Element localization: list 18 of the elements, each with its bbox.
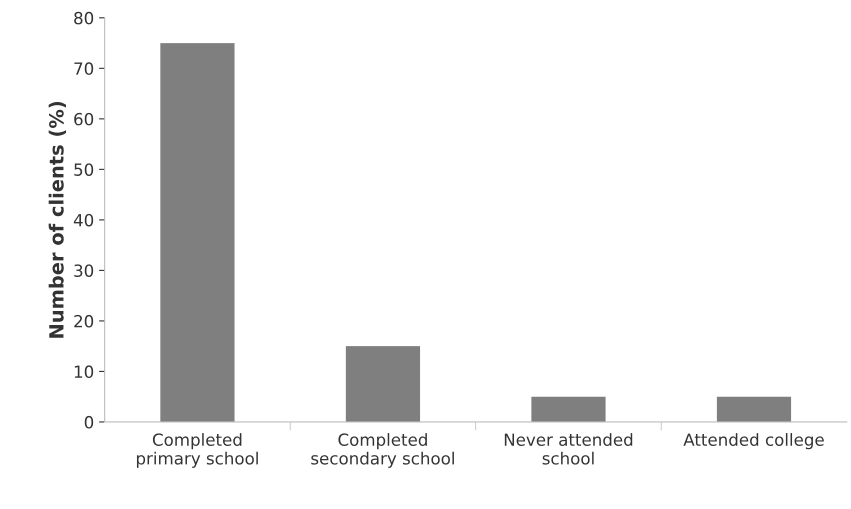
y-tick-label: 80 (74, 12, 94, 24)
bar (716, 396, 792, 422)
y-tick-label: 70 (74, 62, 94, 75)
x-tick-label: Never attended school (504, 433, 632, 465)
x-tick-label: Completed primary school (136, 433, 258, 468)
y-tick-label: 60 (74, 112, 94, 126)
y-tick-label: 20 (74, 314, 94, 328)
bar (531, 396, 606, 422)
bar (346, 346, 420, 422)
y-axis-title: Number of clients (%) (48, 102, 66, 338)
x-tick-label: Completed secondary school (311, 433, 454, 468)
x-tick-label: Attended college (683, 433, 824, 450)
y-tick-label: 40 (74, 214, 94, 226)
bar (160, 43, 235, 422)
y-tick-label: 50 (74, 163, 94, 176)
y-tick-label: 30 (74, 264, 94, 277)
y-tick-label: 10 (74, 365, 94, 378)
y-tick-label: 0 (84, 416, 94, 429)
